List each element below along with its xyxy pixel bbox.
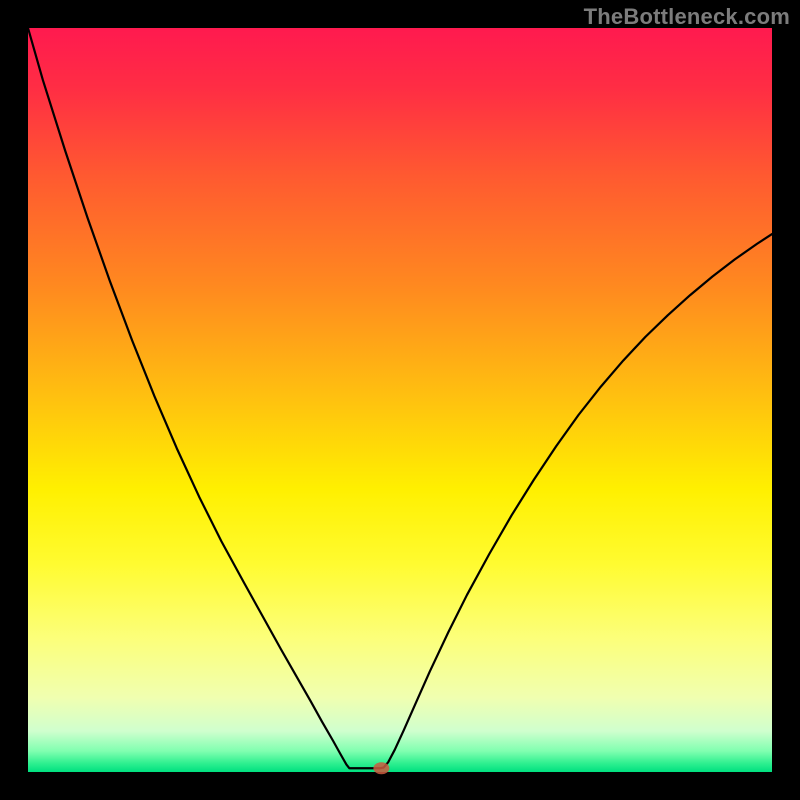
plot-background [28,28,772,772]
chart-container: TheBottleneck.com [0,0,800,800]
bottleneck-curve-chart [0,0,800,800]
watermark-text: TheBottleneck.com [584,4,790,30]
optimal-point-marker [373,762,389,774]
